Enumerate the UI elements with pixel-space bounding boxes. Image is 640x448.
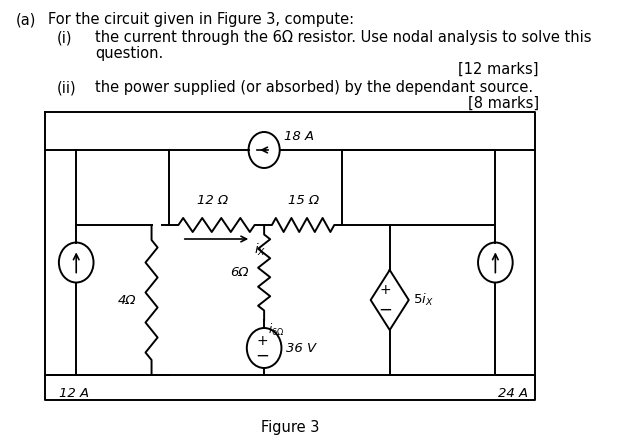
Text: [12 marks]: [12 marks] [458, 62, 539, 77]
Text: (i): (i) [56, 30, 72, 45]
Text: −: − [255, 347, 269, 365]
Text: 36 V: 36 V [286, 341, 316, 354]
Text: +: + [257, 334, 268, 348]
Text: For the circuit given in Figure 3, compute:: For the circuit given in Figure 3, compu… [47, 12, 354, 27]
Text: the power supplied (or absorbed) by the dependant source.: the power supplied (or absorbed) by the … [95, 80, 533, 95]
Text: $i_X$: $i_X$ [253, 242, 266, 258]
Text: (ii): (ii) [56, 80, 76, 95]
Text: +: + [380, 283, 391, 297]
Text: 24 A: 24 A [498, 387, 528, 400]
Text: 18 A: 18 A [284, 129, 314, 142]
Text: 12 A: 12 A [58, 387, 89, 400]
Text: question.: question. [95, 46, 163, 61]
Text: 15 Ω: 15 Ω [287, 194, 319, 207]
Text: $i_{6\Omega}$: $i_{6\Omega}$ [268, 322, 285, 338]
Text: 12 Ω: 12 Ω [196, 194, 228, 207]
Text: (a): (a) [15, 12, 36, 27]
Text: −: − [378, 301, 392, 319]
Text: Figure 3: Figure 3 [261, 420, 319, 435]
Text: $5i_X$: $5i_X$ [413, 292, 434, 308]
Text: [8 marks]: [8 marks] [468, 96, 539, 111]
Text: 4Ω: 4Ω [118, 293, 136, 306]
Text: the current through the 6Ω resistor. Use nodal analysis to solve this: the current through the 6Ω resistor. Use… [95, 30, 592, 45]
Text: 6Ω: 6Ω [230, 266, 248, 279]
